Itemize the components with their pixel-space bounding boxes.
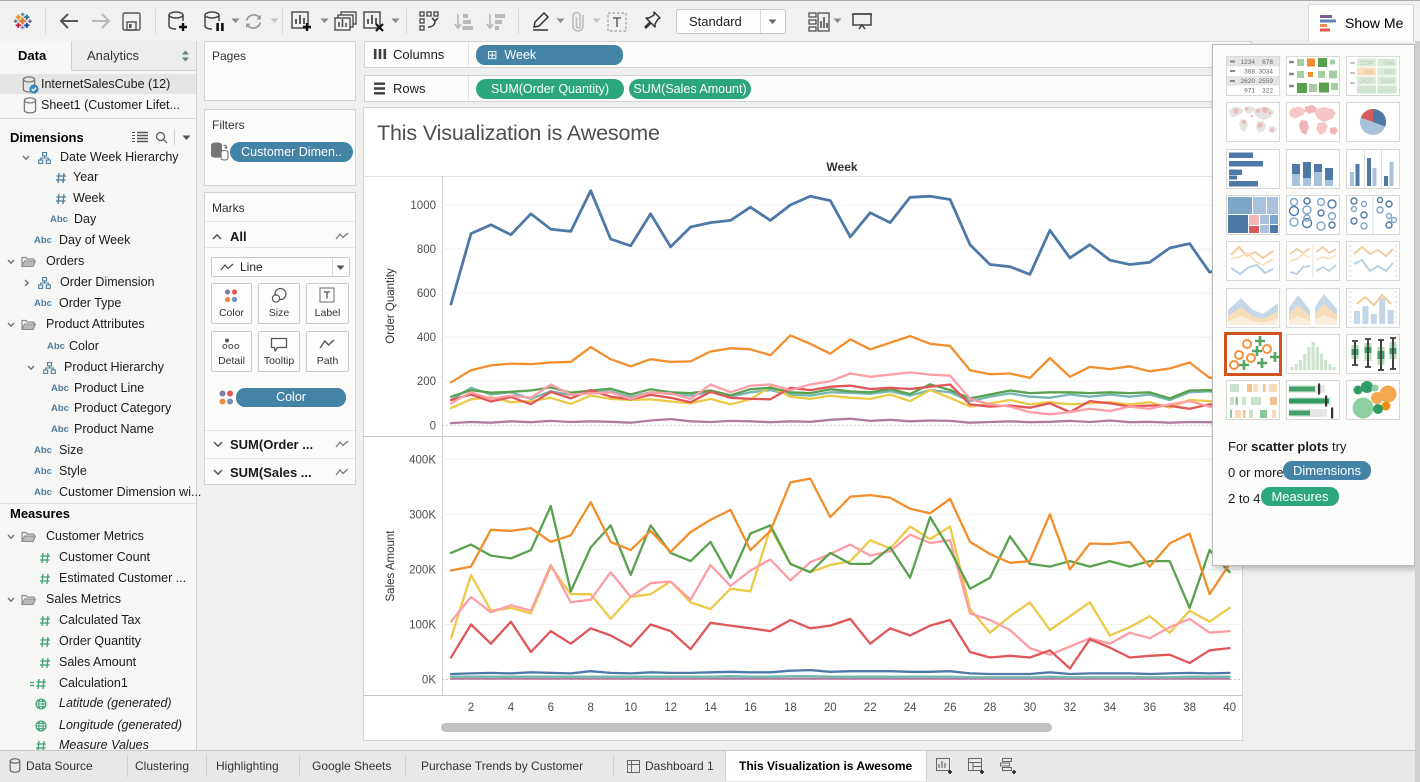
svg-text:0: 0 bbox=[430, 420, 436, 432]
svg-text:10: 10 bbox=[624, 702, 637, 714]
svg-text:18: 18 bbox=[784, 702, 797, 714]
svg-text:1234: 1234 bbox=[1360, 61, 1374, 67]
svg-text:2559: 2559 bbox=[1259, 78, 1274, 85]
svg-text:32: 32 bbox=[1064, 702, 1077, 714]
svg-text:38: 38 bbox=[1183, 702, 1196, 714]
svg-text:Order Quantity: Order Quantity bbox=[385, 268, 397, 344]
svg-text:34: 34 bbox=[1103, 702, 1116, 714]
svg-text:340: 340 bbox=[1384, 70, 1395, 76]
svg-text:24: 24 bbox=[904, 702, 917, 714]
svg-text:1234: 1234 bbox=[1241, 59, 1256, 66]
svg-text:200: 200 bbox=[417, 376, 436, 388]
svg-text:400: 400 bbox=[417, 332, 436, 344]
svg-text:100K: 100K bbox=[409, 620, 436, 632]
svg-text:2: 2 bbox=[468, 702, 474, 714]
svg-text:971: 971 bbox=[1244, 88, 1255, 95]
svg-text:12: 12 bbox=[664, 702, 677, 714]
svg-text:322: 322 bbox=[1262, 88, 1273, 95]
svg-text:2620: 2620 bbox=[1241, 78, 1256, 85]
svg-text:546: 546 bbox=[1384, 61, 1395, 67]
svg-text:Sales Amount: Sales Amount bbox=[385, 530, 397, 602]
svg-text:4: 4 bbox=[508, 702, 515, 714]
svg-text:1000: 1000 bbox=[410, 200, 436, 212]
svg-text:800: 800 bbox=[417, 244, 436, 256]
svg-text:5389: 5389 bbox=[1381, 79, 1395, 85]
svg-text:600: 600 bbox=[417, 288, 436, 300]
svg-text:36: 36 bbox=[1143, 702, 1156, 714]
svg-text:6: 6 bbox=[548, 702, 554, 714]
svg-text:30: 30 bbox=[1024, 702, 1037, 714]
svg-text:200K: 200K bbox=[409, 564, 436, 576]
svg-text:3034: 3034 bbox=[1259, 69, 1274, 76]
svg-text:368: 368 bbox=[1363, 70, 1374, 76]
svg-text:26: 26 bbox=[944, 702, 957, 714]
svg-text:14: 14 bbox=[704, 702, 717, 714]
svg-text:40: 40 bbox=[1223, 702, 1236, 714]
svg-text:300K: 300K bbox=[409, 509, 436, 521]
svg-text:2620: 2620 bbox=[1360, 79, 1374, 85]
svg-text:678: 678 bbox=[1262, 59, 1273, 66]
svg-text:28: 28 bbox=[984, 702, 997, 714]
svg-text:16: 16 bbox=[744, 702, 757, 714]
svg-text:8: 8 bbox=[587, 702, 593, 714]
svg-text:0K: 0K bbox=[422, 675, 436, 687]
svg-text:20: 20 bbox=[824, 702, 837, 714]
svg-text:22: 22 bbox=[864, 702, 877, 714]
svg-text:368: 368 bbox=[1244, 69, 1255, 76]
svg-text:400K: 400K bbox=[409, 454, 436, 466]
